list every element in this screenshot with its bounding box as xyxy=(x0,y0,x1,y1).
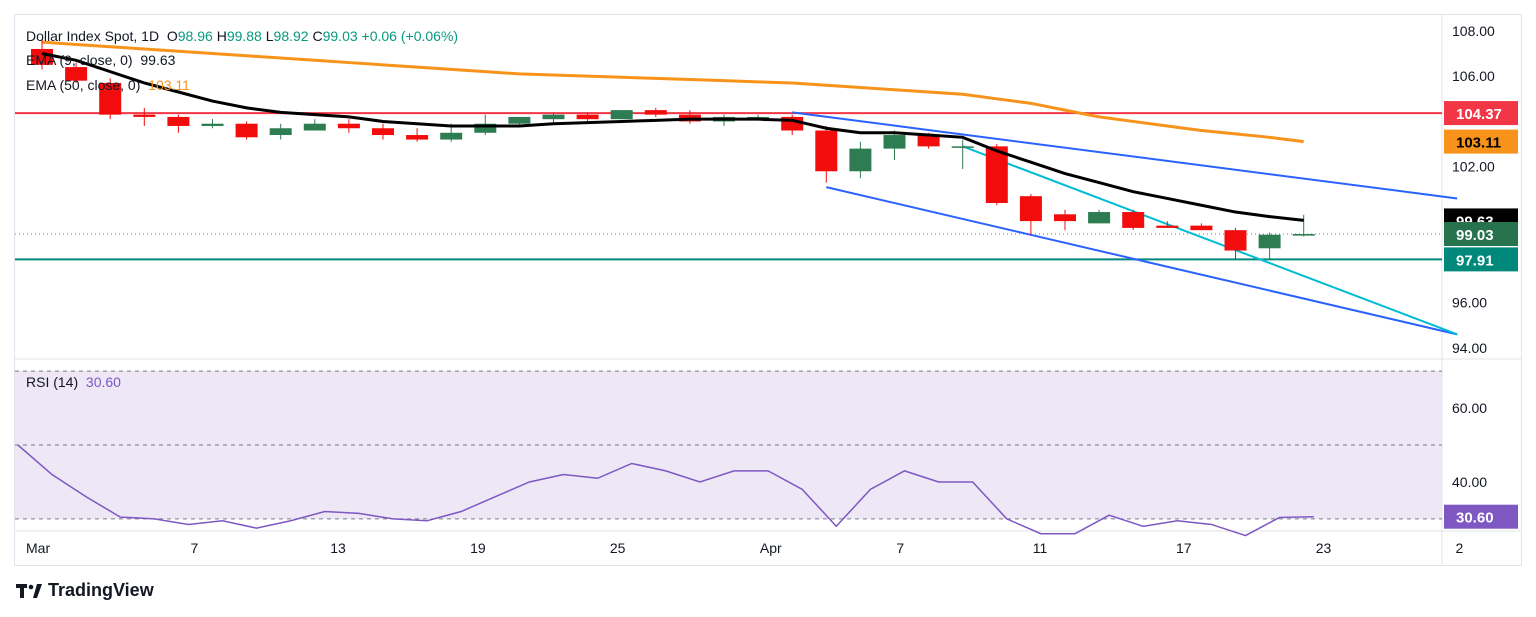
candle-body xyxy=(576,114,599,120)
candle-body xyxy=(269,128,292,136)
chart-frame xyxy=(14,14,1522,566)
ema50-value: 103.11 xyxy=(148,77,190,93)
candle-body xyxy=(985,146,1008,203)
rsi-line xyxy=(17,444,1314,537)
candle-body xyxy=(1019,196,1042,222)
candle-body xyxy=(235,123,258,138)
candle-body xyxy=(1122,212,1145,228)
price-tick-label: 106.00 xyxy=(1452,68,1495,84)
ohlc-legend: Dollar Index Spot, 1D O98.96 H99.88 L98.… xyxy=(26,25,458,47)
candle-body xyxy=(1224,230,1247,251)
brand-name: TradingView xyxy=(48,580,154,600)
ema9-line xyxy=(41,52,1304,222)
ema9-value: 99.63 xyxy=(140,52,176,68)
candle-body xyxy=(815,130,838,172)
candle-body xyxy=(133,114,156,117)
symbol-title: Dollar Index Spot, 1D xyxy=(26,28,160,44)
low-label: L xyxy=(265,28,274,44)
rsi-badge-label: 30.60 xyxy=(1456,510,1494,527)
candle-body xyxy=(542,114,565,120)
tradingview-logo[interactable]: TradingView xyxy=(16,580,154,601)
time-tick-label: 13 xyxy=(330,540,346,556)
candle-body xyxy=(372,128,394,136)
candle-body xyxy=(201,123,224,126)
price-tick-label: 102.00 xyxy=(1452,159,1495,175)
candle-body xyxy=(1258,234,1281,249)
low-value: 98.92 xyxy=(273,28,309,44)
close-label: C xyxy=(312,28,323,44)
candle-body xyxy=(440,132,463,140)
close-value: 99.03 xyxy=(322,28,358,44)
ema50-label: EMA (50, close, 0) xyxy=(26,77,141,93)
time-tick-label: 25 xyxy=(610,540,626,556)
change-value: +0.06 (+0.06%) xyxy=(361,28,459,44)
time-tick-label: Mar xyxy=(26,540,50,556)
candle-body xyxy=(849,148,872,172)
price-badge xyxy=(1444,129,1518,154)
time-tick-label: 7 xyxy=(896,540,904,556)
candle-body xyxy=(406,135,429,140)
open-label: O xyxy=(166,28,178,44)
candle-body xyxy=(1054,214,1076,222)
candle-body xyxy=(474,123,497,133)
candle-body xyxy=(65,67,88,81)
candle-body xyxy=(610,110,633,120)
ema50-legend[interactable]: EMA (50, close, 0) 103.11 xyxy=(26,74,190,96)
price-tick-label: 96.00 xyxy=(1452,295,1487,311)
candle-body xyxy=(303,123,326,131)
price-tick-label: 94.00 xyxy=(1452,340,1487,356)
time-tick-label: Apr xyxy=(760,540,782,556)
candle-body xyxy=(883,135,906,149)
candle-body xyxy=(1088,212,1111,224)
high-label: H xyxy=(216,28,227,44)
time-tick-label: 2 xyxy=(1456,540,1464,556)
time-tick-label: 23 xyxy=(1316,540,1332,556)
rsi-tick-label: 40.00 xyxy=(1452,474,1487,490)
price-badge-label: 103.11 xyxy=(1456,135,1501,152)
candle-body xyxy=(99,82,122,115)
open-value: 98.96 xyxy=(177,28,213,44)
high-value: 99.88 xyxy=(226,28,262,44)
price-badge-label: 104.37 xyxy=(1456,106,1502,123)
rsi-label: RSI (14) xyxy=(26,374,79,390)
candle-body xyxy=(917,135,940,147)
candle-body xyxy=(1156,225,1179,228)
price-badge-label: 99.03 xyxy=(1456,227,1494,244)
trendline xyxy=(962,145,1458,336)
candle-body xyxy=(337,123,360,129)
candle-body xyxy=(167,116,190,126)
price-tick-label: 108.00 xyxy=(1452,23,1495,39)
price-badge xyxy=(1444,222,1518,247)
candle-body xyxy=(644,110,667,115)
rsi-value: 30.60 xyxy=(85,374,121,390)
price-badge xyxy=(1444,247,1518,272)
ema9-label: EMA (9, close, 0) xyxy=(26,52,133,68)
price-badge-label: 97.91 xyxy=(1456,252,1494,269)
candle-body xyxy=(1190,225,1213,231)
ema9-legend[interactable]: EMA (9, close, 0) 99.63 xyxy=(26,49,175,71)
rsi-tick-label: 60.00 xyxy=(1452,400,1487,416)
price-badge xyxy=(1444,101,1518,126)
tradingview-logo-icon xyxy=(16,583,42,598)
candle-body xyxy=(31,48,53,65)
time-tick-label: 11 xyxy=(1033,540,1048,556)
candle-body xyxy=(1292,234,1315,236)
ema50-line xyxy=(41,40,1304,144)
rsi-legend[interactable]: RSI (14) 30.60 xyxy=(26,371,121,393)
trendline xyxy=(826,186,1458,336)
time-tick-label: 7 xyxy=(190,540,198,556)
time-tick-label: 19 xyxy=(470,540,486,556)
trendline xyxy=(792,111,1458,200)
rsi-badge xyxy=(1444,504,1518,529)
candle-body xyxy=(508,116,531,124)
candle-body xyxy=(747,116,770,119)
time-tick-label: 17 xyxy=(1176,540,1192,556)
candle-body xyxy=(951,146,974,148)
